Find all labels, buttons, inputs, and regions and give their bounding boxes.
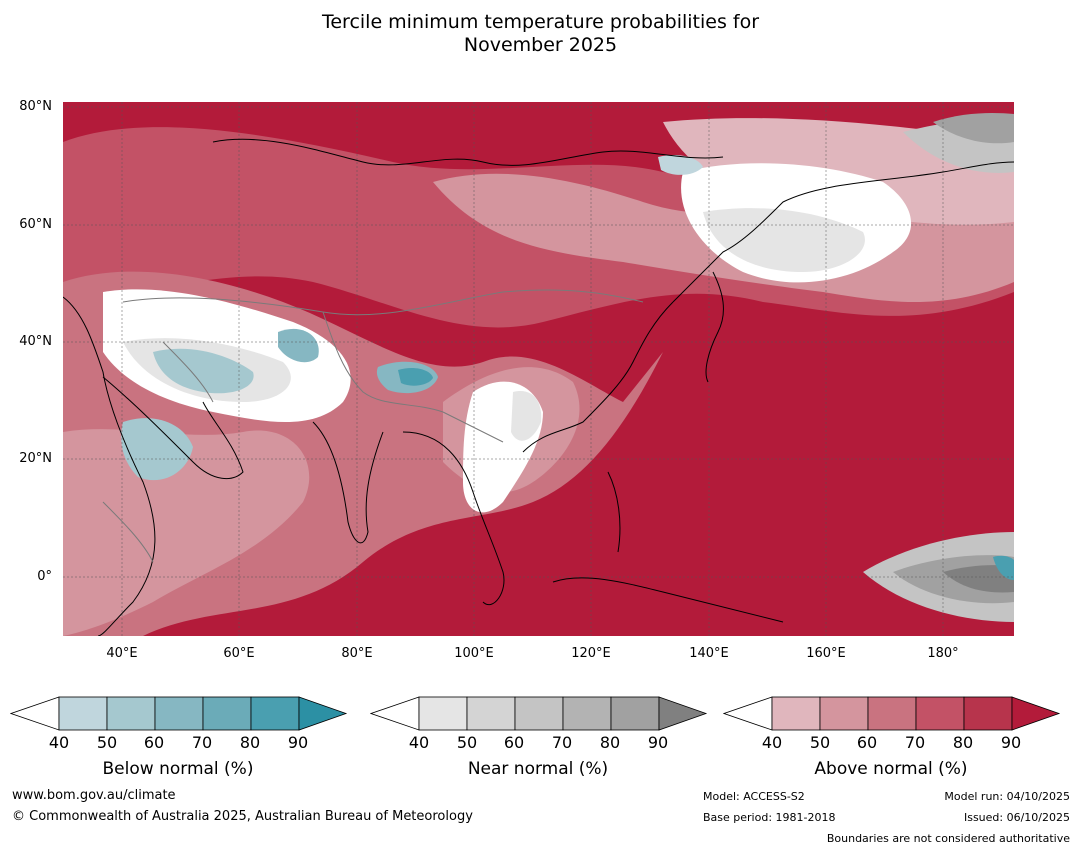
above-swatch-5: [963, 696, 1013, 731]
below-tick-80: 80: [239, 733, 261, 752]
below-swatch-1: [58, 696, 108, 731]
lon-label-60e: 60°E: [223, 646, 255, 661]
near-swatch-3: [514, 696, 564, 731]
near-swatch-below-40: [370, 696, 420, 731]
below-tick-70: 70: [191, 733, 213, 752]
coastlines: [63, 138, 1014, 636]
below-swatch-above-90: [298, 696, 348, 731]
lon-label-100e: 100°E: [454, 646, 494, 661]
near-swatch-1: [418, 696, 468, 731]
above-normal-title: Above normal (%): [814, 759, 968, 779]
below-swatch-4: [202, 696, 252, 731]
below-tick-90: 90: [287, 733, 309, 752]
below-normal-zones: [121, 155, 1014, 580]
below-swatch-below-40: [10, 696, 60, 731]
lat-label-80n: 80°N: [19, 99, 52, 114]
near-tick-70: 70: [551, 733, 573, 752]
website-text: www.bom.gov.au/climate: [12, 788, 176, 803]
above-swatch-1: [771, 696, 821, 731]
near-normal-zones: [103, 112, 1014, 622]
below-normal-colorbar: [10, 696, 348, 731]
above-swatch-below-40: [723, 696, 773, 731]
above-tick-50: 50: [809, 733, 831, 752]
model-text: Model: ACCESS-S2: [703, 790, 805, 803]
near-swatch-4: [562, 696, 612, 731]
above-tick-90: 90: [1000, 733, 1022, 752]
near-normal-title: Near normal (%): [467, 759, 609, 779]
lon-label-180: 180°: [927, 646, 959, 661]
below-tick-50: 50: [96, 733, 118, 752]
near-normal-colorbar: [370, 696, 708, 731]
issued-text: Issued: 06/10/2025: [963, 811, 1070, 824]
near-tick-90: 90: [647, 733, 669, 752]
chart-title-line2: November 2025: [463, 34, 618, 56]
below-normal-title: Below normal (%): [102, 759, 254, 779]
near-tick-80: 80: [599, 733, 621, 752]
disclaimer-text: Boundaries are not considered authoritat…: [826, 832, 1070, 845]
lon-label-160e: 160°E: [806, 646, 846, 661]
above-normal-colorbar: [723, 696, 1061, 731]
near-tick-50: 50: [456, 733, 478, 752]
above-tick-80: 80: [952, 733, 974, 752]
above-tick-40: 40: [761, 733, 783, 752]
near-tick-60: 60: [503, 733, 525, 752]
above-tick-70: 70: [904, 733, 926, 752]
above-swatch-4: [915, 696, 965, 731]
lat-label-20n: 20°N: [19, 451, 52, 466]
below-tick-40: 40: [48, 733, 70, 752]
above-tick-60: 60: [856, 733, 878, 752]
probability-map: [63, 102, 1014, 636]
above-swatch-3: [867, 696, 917, 731]
lat-label-0: 0°: [37, 569, 52, 584]
country-borders: [102, 289, 644, 563]
below-swatch-2: [106, 696, 156, 731]
chart-title-line1: Tercile minimum temperature probabilitie…: [321, 11, 760, 33]
below-tick-60: 60: [143, 733, 165, 752]
model-run-text: Model run: 04/10/2025: [944, 790, 1070, 803]
below-swatch-3: [154, 696, 204, 731]
near-swatch-5: [610, 696, 660, 731]
graticule: [63, 102, 1014, 636]
lon-label-120e: 120°E: [571, 646, 611, 661]
lon-label-140e: 140°E: [689, 646, 729, 661]
lon-label-40e: 40°E: [106, 646, 138, 661]
lon-label-80e: 80°E: [341, 646, 373, 661]
near-tick-40: 40: [408, 733, 430, 752]
near-swatch-2: [466, 696, 516, 731]
copyright-text: © Commonwealth of Australia 2025, Austra…: [12, 809, 473, 824]
above-swatch-2: [819, 696, 869, 731]
above-swatch-above-90: [1011, 696, 1061, 731]
below-swatch-5: [250, 696, 300, 731]
near-swatch-above-90: [658, 696, 708, 731]
lat-label-40n: 40°N: [19, 334, 52, 349]
lat-label-60n: 60°N: [19, 217, 52, 232]
base-period-text: Base period: 1981-2018: [703, 811, 836, 824]
map-canvas: [63, 102, 1014, 636]
